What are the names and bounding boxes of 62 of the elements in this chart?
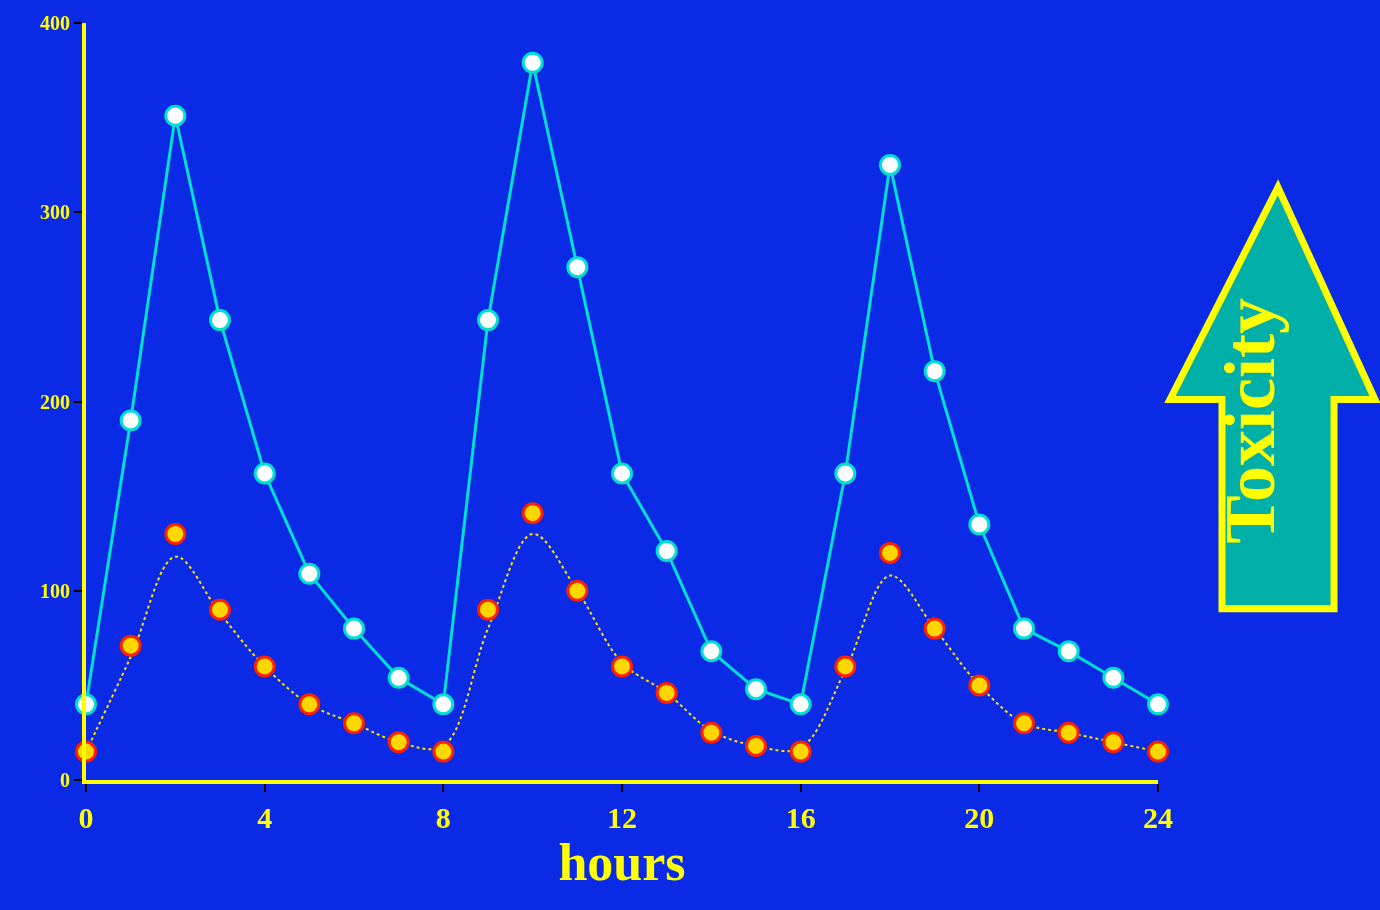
point: [1147, 740, 1169, 763]
point: [700, 640, 723, 663]
point: [298, 562, 321, 585]
x-tick-label: 20: [964, 801, 995, 834]
point: [477, 309, 499, 332]
point: [879, 153, 901, 176]
point: [789, 693, 812, 716]
y-tick-label: 200: [40, 390, 70, 413]
point: [789, 740, 812, 763]
point: [1013, 712, 1035, 735]
y-tick-label: 100: [40, 579, 70, 602]
x-tick-label: 4: [257, 801, 273, 834]
point: [923, 360, 946, 383]
x-axis-title: hours: [558, 834, 686, 891]
point: [834, 655, 857, 678]
x-tick-label: 24: [1143, 801, 1173, 834]
x-tick-label: 0: [78, 801, 94, 834]
point: [745, 678, 767, 701]
point: [253, 462, 276, 485]
point: [387, 731, 410, 754]
point: [164, 522, 187, 545]
point: [879, 541, 901, 564]
x-tick-label: 12: [607, 801, 637, 834]
point: [119, 634, 142, 657]
point: [477, 598, 499, 621]
point: [1147, 693, 1169, 716]
point: [1102, 666, 1125, 689]
x-tick-label: 16: [785, 801, 816, 834]
y-tick-label: 0: [60, 769, 70, 791]
point: [923, 617, 946, 640]
point: [253, 655, 276, 678]
point: [343, 617, 365, 640]
y-tick-label: 300: [40, 201, 70, 224]
point: [655, 681, 678, 704]
point: [1057, 721, 1080, 744]
point: [611, 655, 633, 678]
point: [432, 693, 455, 716]
point: [566, 579, 589, 602]
point: [521, 51, 544, 74]
point: [611, 462, 633, 485]
point: [745, 734, 767, 757]
text: Toxicity: [1209, 298, 1290, 544]
point: [209, 598, 231, 621]
point: [164, 104, 187, 127]
point: [521, 502, 544, 525]
point: [1013, 617, 1035, 640]
y-tick-label: 400: [40, 12, 70, 34]
point: [655, 540, 678, 562]
point: [298, 693, 321, 716]
point: [119, 409, 142, 432]
point: [209, 309, 231, 332]
x-tick-label: 8: [435, 801, 451, 834]
point: [700, 721, 723, 744]
point: [432, 740, 455, 763]
point: [387, 666, 410, 689]
point: [566, 256, 589, 279]
point: [968, 674, 991, 697]
point: [343, 712, 365, 735]
point: [1102, 731, 1125, 754]
point: [1057, 640, 1080, 663]
point: [968, 513, 991, 536]
point: [834, 462, 857, 485]
